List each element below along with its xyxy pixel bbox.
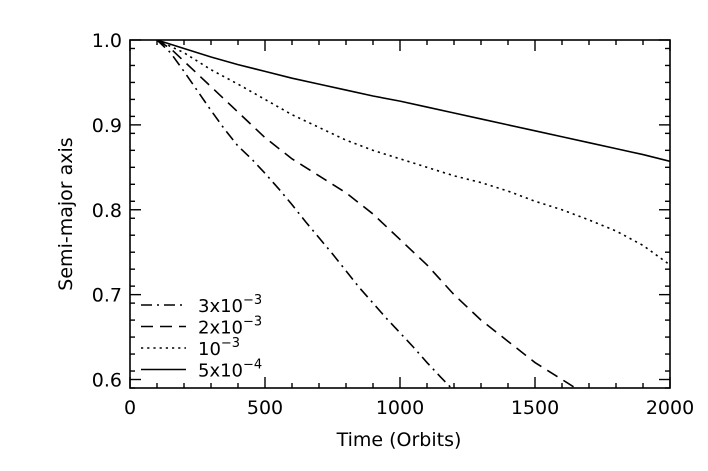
legend-exponent-3: −4 (243, 358, 262, 373)
series-line-3 (156, 40, 670, 163)
legend-exponent-0: −3 (243, 293, 262, 308)
x-tick-label: 500 (247, 397, 283, 419)
y-tick-label: 1.0 (92, 30, 122, 52)
series-line-0 (156, 40, 452, 388)
legend-exponent-2: −3 (221, 336, 240, 351)
x-tick-label: 1000 (376, 397, 424, 419)
y-tick-label: 0.9 (92, 115, 122, 137)
series-line-2 (156, 40, 670, 266)
y-axis-label: Semi-major axis (55, 137, 77, 290)
legend-base-1: 2x10 (198, 318, 243, 339)
series-layer (156, 40, 670, 388)
legend-entry-0: 3x10−3 (198, 293, 262, 317)
legend-entry-3: 5x10−4 (198, 358, 262, 382)
legend-base-0: 3x10 (198, 296, 243, 317)
x-tick-label: 2000 (646, 397, 694, 419)
legend-base-2: 10 (198, 339, 221, 360)
legend-exponent-1: −3 (243, 315, 262, 330)
x-axis-label: Time (Orbits) (336, 429, 462, 451)
x-tick-label: 0 (124, 397, 136, 419)
ticks-layer (129, 39, 671, 389)
x-tick-label: 1500 (511, 397, 559, 419)
legend-base-3: 5x10 (198, 361, 243, 382)
y-tick-label: 0.6 (92, 370, 122, 392)
series-line-1 (156, 40, 576, 388)
legend-entry-2: 10−3 (198, 336, 240, 360)
y-tick-label: 0.7 (92, 285, 122, 307)
legend-entry-1: 2x10−3 (198, 315, 262, 339)
y-tick-label: 0.8 (92, 200, 122, 222)
tick-label-layer: 0 500 1000 1500 2000 0.6 0.7 0.8 0.9 1.0 (92, 30, 694, 419)
